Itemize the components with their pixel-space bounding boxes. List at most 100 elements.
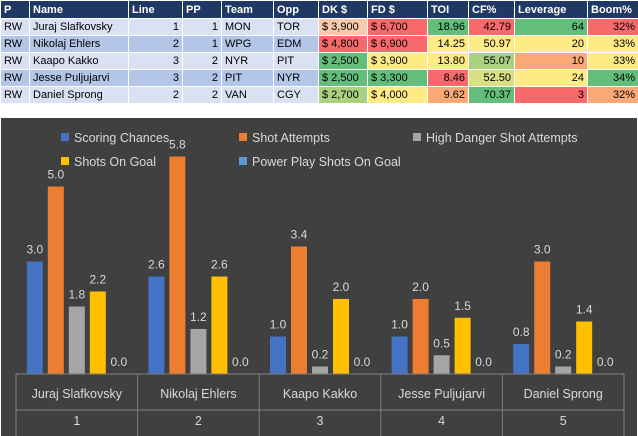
cell-boom[interactable]: 32%	[587, 86, 638, 104]
cell-line[interactable]: 2	[128, 86, 183, 104]
cell-name[interactable]: Juraj Slafkovsky	[29, 18, 129, 36]
cell-boom[interactable]: 32%	[587, 18, 638, 36]
data-label: 2.2	[89, 273, 106, 287]
cell-dk[interactable]: $ 4,800	[318, 35, 368, 53]
legend-swatch	[61, 157, 69, 165]
data-label: 0.2	[312, 348, 329, 362]
cell-fd[interactable]: $ 3,300	[367, 69, 428, 87]
cell-team[interactable]: MON	[221, 18, 274, 36]
bar	[68, 306, 85, 374]
bar	[148, 276, 165, 374]
cell-opp[interactable]: TOR	[273, 18, 319, 36]
cell-team[interactable]: PIT	[221, 69, 274, 87]
data-label: 0.5	[433, 336, 450, 350]
cell-p[interactable]: RW	[0, 52, 30, 70]
table-row[interactable]: RW Kaapo Kakko 3 2 NYR PIT $ 2,500 $ 3,900 13.80…	[0, 52, 638, 70]
cell-p[interactable]: RW	[0, 69, 30, 87]
data-label: 1.0	[391, 318, 408, 332]
cell-opp[interactable]: EDM	[273, 35, 319, 53]
cell-leverage[interactable]: 64	[514, 18, 588, 36]
data-label: 0.8	[513, 325, 530, 339]
cell-cf[interactable]: 55.07	[468, 52, 515, 70]
cell-boom[interactable]: 34%	[587, 69, 638, 87]
cell-boom[interactable]: 33%	[587, 35, 638, 53]
bar	[270, 336, 286, 374]
table-row[interactable]: RW Nikolaj Ehlers 2 1 WPG EDM $ 4,800 $ 6,900 14…	[0, 35, 638, 53]
cell-dk[interactable]: $ 2,500	[318, 52, 368, 70]
cell-cf[interactable]: 42.79	[468, 18, 515, 36]
cell-pp[interactable]: 1	[182, 18, 222, 36]
cell-p[interactable]: RW	[0, 86, 30, 104]
cell-name[interactable]: Nikolaj Ehlers	[29, 35, 129, 53]
cell-cf[interactable]: 70.37	[468, 86, 515, 104]
cell-dk[interactable]: $ 2,500	[318, 69, 368, 87]
cell-name[interactable]: Jesse Puljujarvi	[29, 69, 129, 87]
cell-fd[interactable]: $ 4,000	[367, 86, 428, 104]
cell-p[interactable]: RW	[0, 18, 30, 36]
cell-dk[interactable]: $ 2,700	[318, 86, 368, 104]
cell-leverage[interactable]: 24	[514, 69, 588, 87]
column-header[interactable]: Boom%	[587, 0, 638, 19]
column-header[interactable]: Opp	[273, 0, 319, 19]
table-row[interactable]: RW Juraj Slafkovsky 1 1 MON TOR $ 3,900 $ 6,700…	[0, 18, 638, 36]
column-header[interactable]: Line	[128, 0, 183, 19]
cell-pp[interactable]: 2	[182, 52, 222, 70]
table-header-row: P Name Line PP Team Opp DK $ FD $ TOI CF% Leverage…	[0, 0, 638, 19]
cell-team[interactable]: VAN	[221, 86, 274, 104]
legend-label: Scoring Chances	[74, 131, 169, 145]
data-label: 0.0	[475, 355, 492, 369]
cell-opp[interactable]: CGY	[273, 86, 319, 104]
data-label: 0.0	[110, 355, 127, 369]
cell-line[interactable]: 3	[128, 69, 183, 87]
cell-toi[interactable]: 18.96	[427, 18, 469, 36]
column-header[interactable]: Name	[29, 0, 129, 19]
cell-line[interactable]: 2	[128, 35, 183, 53]
column-header[interactable]: P	[0, 0, 30, 19]
cell-opp[interactable]: PIT	[273, 52, 319, 70]
data-label: 1.4	[576, 303, 593, 317]
chart-svg: Scoring Chances Shot Attempts High Danger …	[15, 131, 625, 436]
data-label: 5.8	[169, 138, 186, 152]
data-label: 1.0	[270, 318, 287, 332]
column-header[interactable]: FD $	[367, 0, 428, 19]
cell-opp[interactable]: NYR	[273, 69, 319, 87]
cell-p[interactable]: RW	[0, 35, 30, 53]
bar	[534, 261, 551, 374]
cell-cf[interactable]: 52.50	[468, 69, 515, 87]
cell-pp[interactable]: 1	[182, 35, 222, 53]
cell-team[interactable]: NYR	[221, 52, 274, 70]
cell-toi[interactable]: 13.80	[427, 52, 469, 70]
column-header[interactable]: CF%	[468, 0, 515, 19]
column-header[interactable]: PP	[182, 0, 222, 19]
cell-leverage[interactable]: 3	[514, 86, 588, 104]
cell-team[interactable]: WPG	[221, 35, 274, 53]
cell-pp[interactable]: 2	[182, 86, 222, 104]
cell-boom[interactable]: 33%	[587, 52, 638, 70]
cell-line[interactable]: 1	[128, 18, 183, 36]
cell-dk[interactable]: $ 3,900	[318, 18, 368, 36]
cell-leverage[interactable]: 10	[514, 52, 588, 70]
data-label: 0.0	[232, 355, 249, 369]
column-header[interactable]: Team	[221, 0, 274, 19]
cell-pp[interactable]: 2	[182, 69, 222, 87]
column-header[interactable]: Leverage	[514, 0, 588, 19]
table-row[interactable]: RW Daniel Sprong 2 2 VAN CGY $ 2,700 $ 4,000 9.6…	[0, 86, 638, 104]
cell-toi[interactable]: 14.25	[427, 35, 469, 53]
table-row[interactable]: RW Jesse Puljujarvi 3 2 PIT NYR $ 2,500 $ 3,300…	[0, 69, 638, 87]
data-label: 2.6	[211, 258, 228, 272]
category-line-label: 1	[73, 414, 80, 428]
column-header[interactable]: TOI	[427, 0, 469, 19]
bar	[312, 366, 328, 374]
cell-leverage[interactable]: 20	[514, 35, 588, 53]
cell-toi[interactable]: 8.46	[427, 69, 469, 87]
column-header[interactable]: DK $	[318, 0, 368, 19]
cell-line[interactable]: 3	[128, 52, 183, 70]
cell-cf[interactable]: 50.97	[468, 35, 515, 53]
cell-fd[interactable]: $ 3,900	[367, 52, 428, 70]
cell-toi[interactable]: 9.62	[427, 86, 469, 104]
cell-name[interactable]: Kaapo Kakko	[29, 52, 129, 70]
cell-name[interactable]: Daniel Sprong	[29, 86, 129, 104]
cell-fd[interactable]: $ 6,900	[367, 35, 428, 53]
cell-fd[interactable]: $ 6,700	[367, 18, 428, 36]
bar	[211, 276, 228, 374]
